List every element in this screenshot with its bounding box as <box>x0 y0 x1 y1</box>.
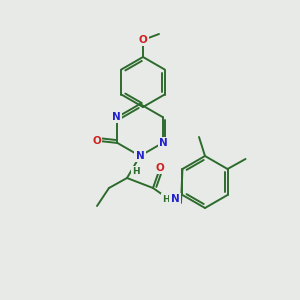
Text: O: O <box>139 35 147 45</box>
Text: N: N <box>159 138 168 148</box>
Text: O: O <box>156 163 164 173</box>
Text: O: O <box>92 136 101 146</box>
Text: H: H <box>132 167 140 176</box>
Text: H: H <box>162 194 170 203</box>
Text: N: N <box>171 194 179 204</box>
Text: N: N <box>112 112 121 122</box>
Text: N: N <box>136 151 144 161</box>
